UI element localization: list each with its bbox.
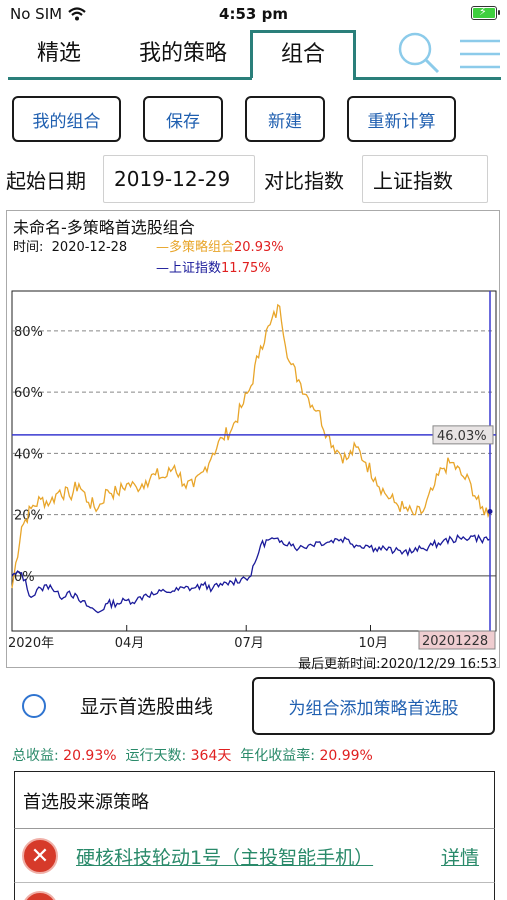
detail-link[interactable]: 详情 [441,847,480,869]
y-tick-label: 40% [14,447,43,462]
menu-icon[interactable] [458,38,502,70]
chart-time-label: 时间: [13,240,44,255]
legend-series2-label: 上证指数 [169,261,222,276]
carrier-label: No SIM [10,5,63,23]
run-days-label: 运行天数: [125,748,187,764]
series-line-portfolio [11,303,491,589]
clock: 4:53 pm [219,5,288,23]
y-tick-label: 60% [14,386,43,401]
annual-return-value: 20.99% [319,748,373,764]
x-tick-label: 2020年 [8,636,54,651]
start-date-field[interactable]: 2019-12-29 [103,155,255,203]
cursor-value-box [432,425,494,445]
last-update-time: 最后更新时间:2020/12/29 16:53 [298,657,497,672]
chart-time: 时间: 2020-12-28 [13,236,127,255]
chart-title: 未命名-多策略首选股组合 [13,218,195,237]
compare-index-label: 对比指数 [264,169,344,193]
stats-row: 总收益: 20.93% 运行天数: 364天 年化收益率: 20.99% [12,745,373,765]
cursor-date-box [418,630,496,650]
x-tick-label: 04月 [115,636,145,651]
cursor-value: 46.03% [437,429,487,444]
strategy-link[interactable]: 硬核科技轮动1号（主投智能手机） [76,847,374,869]
show-curve-radio[interactable] [22,694,46,718]
chart-panel[interactable] [6,210,500,668]
battery-icon: ⚡ [471,5,500,20]
tab-underline [353,77,501,80]
plot-frame [11,290,497,632]
total-return-value: 20.93% [63,748,117,764]
legend-series1-value: 20.93% [234,240,284,255]
series-line-index [11,533,491,614]
legend-series1-mark: — [156,240,169,255]
tab-my-strategy[interactable]: 我的策略 [138,41,227,66]
chart-plot[interactable]: 0%20%40%60%80% 2020年 04月 07月 10月 46.03% 202… [0,0,507,680]
legend-series2-mark: — [156,261,169,276]
tab-featured[interactable]: 精选 [36,41,81,66]
tab-combo[interactable]: 组合 [250,30,356,78]
delete-icon[interactable]: ✕ [22,838,58,874]
total-return-label: 总收益: [12,748,59,764]
annual-return-label: 年化收益率: [240,748,315,764]
start-date-label: 起始日期 [6,169,86,193]
tab-underline [8,77,252,80]
status-bar: No SIM 4:53 pm ⚡ [0,0,507,28]
legend-series1: —多策略组合20.93% [156,236,284,255]
show-curve-label[interactable]: 显示首选股曲线 [80,696,214,718]
series-end-point [487,509,493,515]
legend-series2: —上证指数11.75% [156,257,271,276]
compare-index-field[interactable]: 上证指数 [362,155,488,203]
wifi-icon [68,7,86,21]
recalculate-button[interactable]: 重新计算 [347,96,456,142]
save-button[interactable]: 保存 [143,96,223,142]
top-tabs: 精选 我的策略 组合 [0,28,507,80]
list-item [14,883,495,900]
add-strategy-button[interactable]: 为组合添加策略首选股 [252,677,495,735]
run-days-value: 364天 [190,748,232,764]
legend-series2-value: 11.75% [221,261,271,276]
source-header [14,771,495,829]
y-tick-label: 80% [14,325,43,340]
x-tick-label: 10月 [359,636,389,651]
chart-time-value: 2020-12-28 [51,240,128,255]
search-icon[interactable] [396,30,440,74]
x-tick-label: 07月 [234,636,264,651]
legend-series1-label: 多策略组合 [169,240,235,255]
cursor-date: 20201228 [422,634,488,649]
list-item [14,829,495,883]
carrier-group: No SIM [10,5,86,23]
new-button[interactable]: 新建 [245,96,325,142]
my-combo-button[interactable]: 我的组合 [12,96,121,142]
source-title: 首选股来源策略 [23,792,149,813]
